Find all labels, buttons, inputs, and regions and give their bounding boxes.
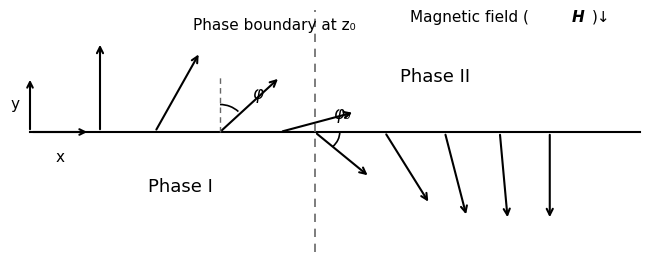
Text: x: x [55,149,64,164]
Text: φ₀: φ₀ [333,105,350,123]
Text: φ: φ [252,85,263,103]
Text: )↓: )↓ [591,10,610,25]
Text: H: H [571,10,584,25]
Text: y: y [10,97,19,111]
Text: Phase II: Phase II [400,68,470,86]
Text: Phase I: Phase I [148,178,212,196]
Text: Magnetic field (: Magnetic field ( [410,10,528,25]
Text: Phase boundary at z₀: Phase boundary at z₀ [194,18,356,33]
